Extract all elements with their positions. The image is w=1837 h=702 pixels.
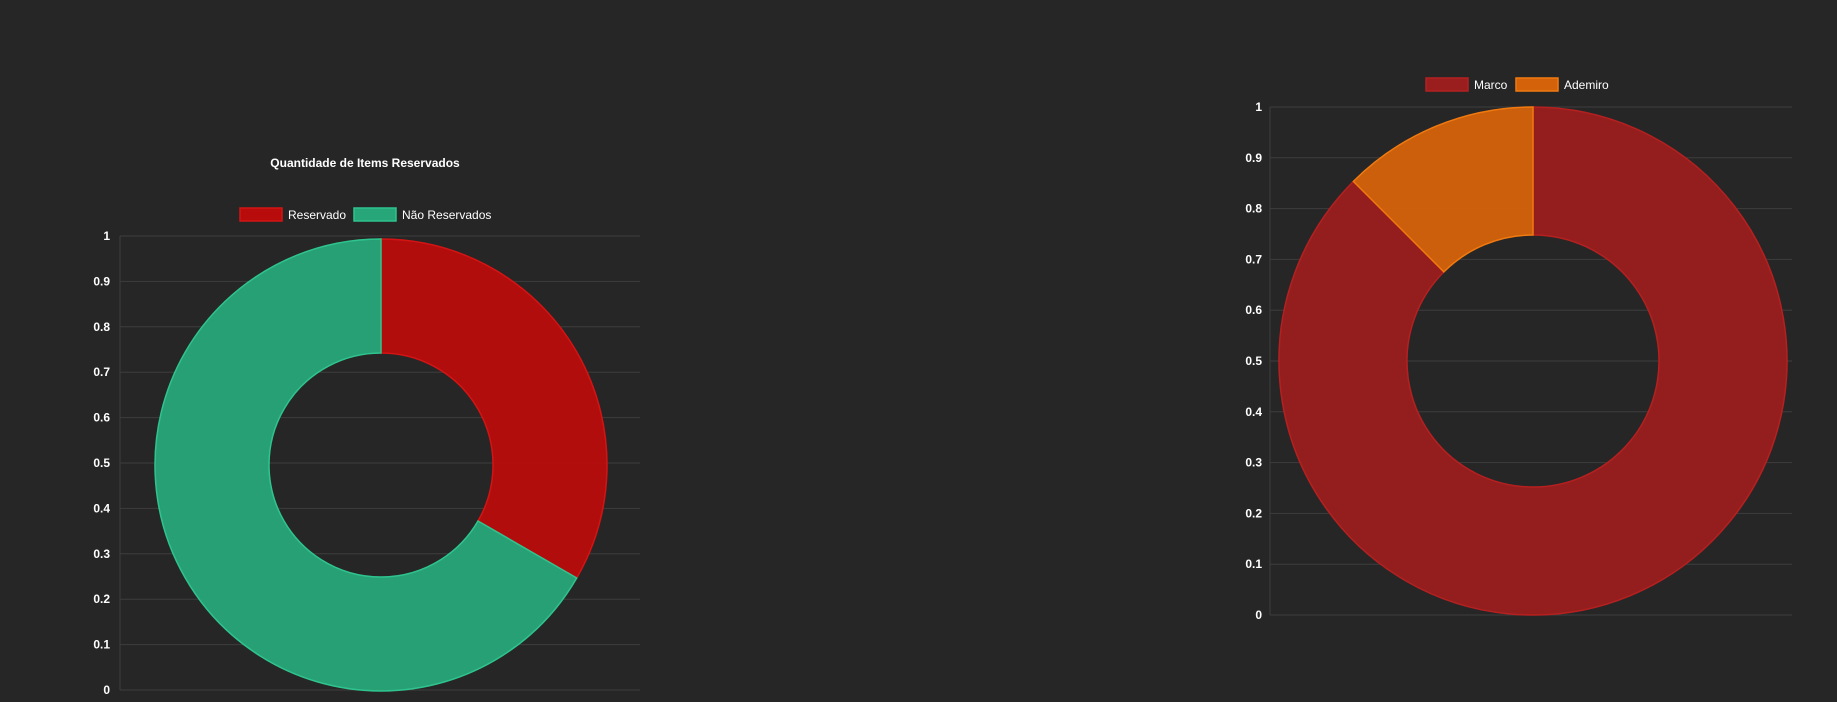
y-tick-label: 0.9 xyxy=(93,274,110,288)
legend-swatch-n-o-reservados xyxy=(354,208,396,221)
y-tick-label: 0.2 xyxy=(93,592,110,606)
y-tick-label: 0.2 xyxy=(1245,506,1262,520)
legend-swatch-ademiro xyxy=(1516,78,1558,91)
y-tick-label: 0.4 xyxy=(1245,405,1262,419)
y-tick-label: 0.6 xyxy=(1245,303,1262,317)
chart-title: Quantidade de Items Reservados xyxy=(270,156,460,170)
legend-label: Ademiro xyxy=(1564,78,1609,92)
y-tick-label: 0.3 xyxy=(1245,456,1262,470)
y-tick-label: 0.8 xyxy=(93,320,110,334)
y-tick-label: 0.1 xyxy=(1245,557,1262,571)
legend-label: Marco xyxy=(1474,78,1508,92)
doughnut-slice-reservado xyxy=(381,239,607,578)
y-tick-label: 1 xyxy=(1255,100,1262,114)
y-tick-label: 0.1 xyxy=(93,638,110,652)
y-tick-label: 1 xyxy=(103,229,110,243)
y-tick-label: 0.6 xyxy=(93,411,110,425)
y-tick-label: 0.8 xyxy=(1245,202,1262,216)
y-tick-label: 0.3 xyxy=(93,547,110,561)
chart-2: 1 0.9 0.8 0.7 0.6 0.5 0.4 0.3 0.2 0.1 0 Marco Ademir… xyxy=(1245,78,1792,622)
chart-1: 1 0.9 0.8 0.7 0.6 0.5 0.4 0.3 0.2 0.1 0 Quantidade … xyxy=(93,156,640,697)
y-tick-label: 0.9 xyxy=(1245,151,1262,165)
legend-swatch-reservado xyxy=(240,208,282,221)
y-tick-label: 0.4 xyxy=(93,501,110,515)
y-tick-label: 0.5 xyxy=(1245,354,1262,368)
legend-label: Não Reservados xyxy=(402,208,491,222)
y-tick-label: 0 xyxy=(1255,608,1262,622)
legend-swatch-marco xyxy=(1426,78,1468,91)
y-tick-label: 0.7 xyxy=(93,365,110,379)
legend-label: Reservado xyxy=(288,208,346,222)
y-tick-label: 0.7 xyxy=(1245,252,1262,266)
y-tick-label: 0.5 xyxy=(93,456,110,470)
y-tick-label: 0 xyxy=(103,683,110,697)
